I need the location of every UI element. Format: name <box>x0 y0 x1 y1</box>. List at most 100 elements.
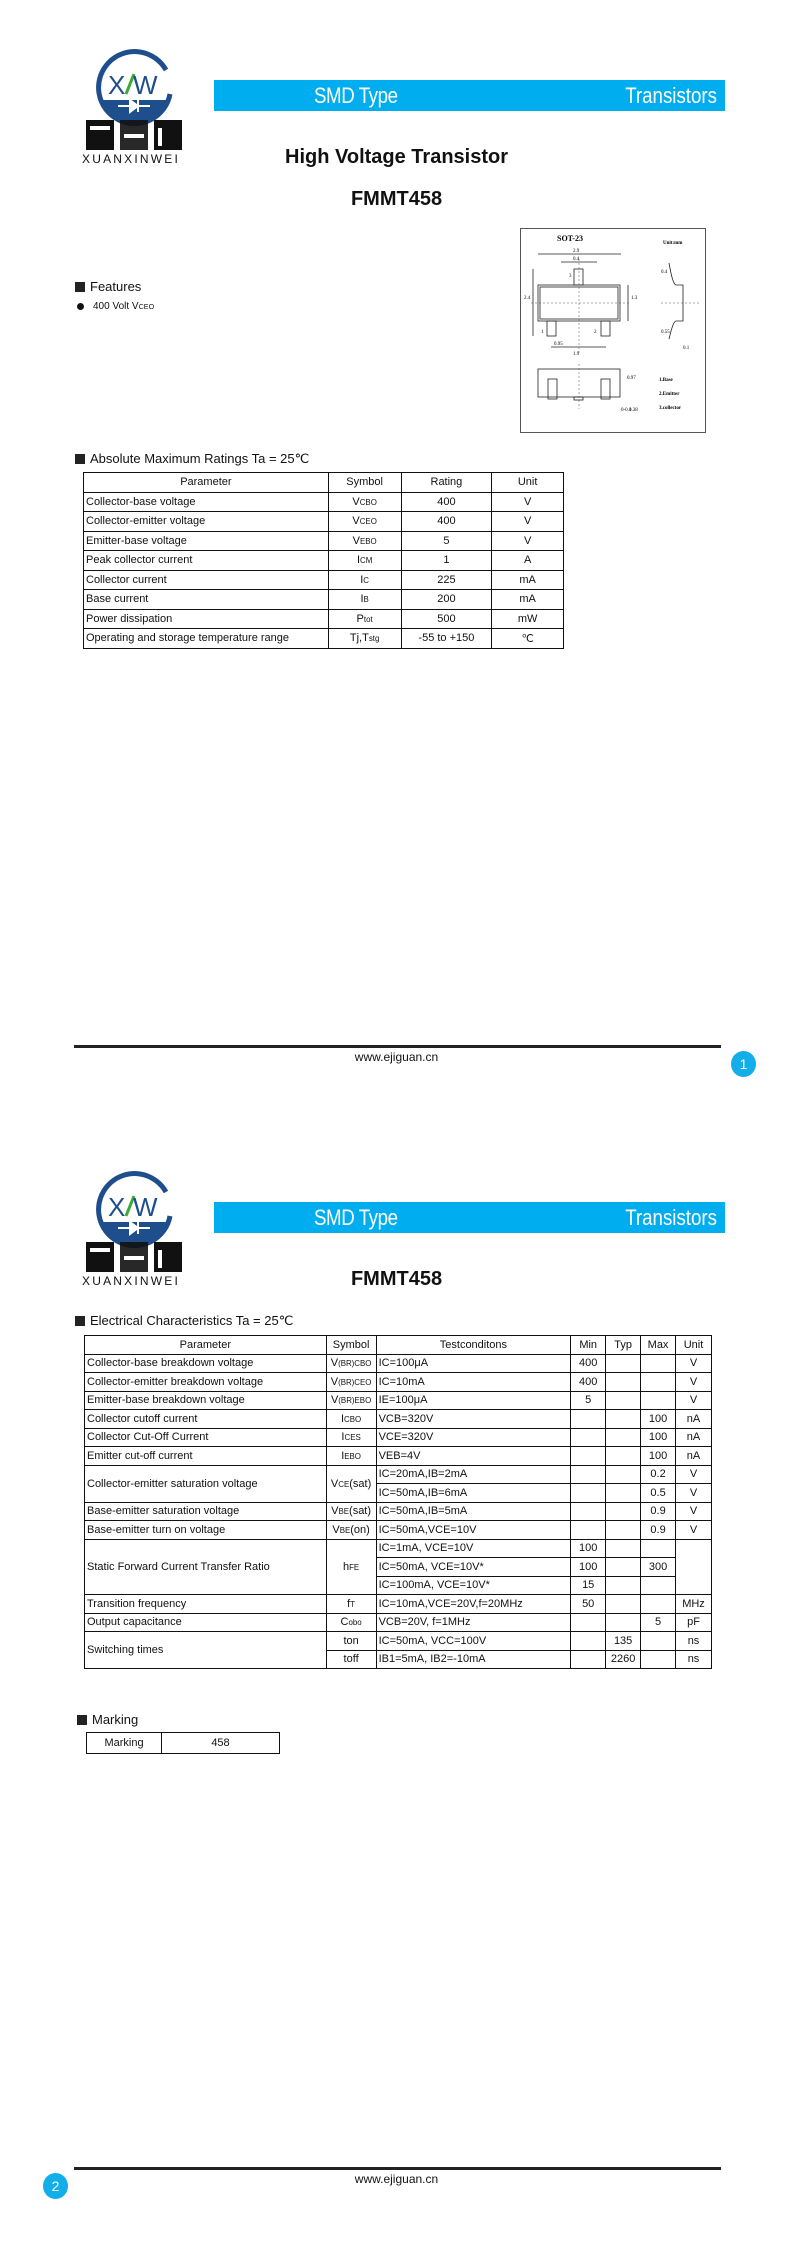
symbol-subscript: CM <box>360 556 373 566</box>
package-drawing: SOT-23 Unit:mm 2.9 0.4 2.4 1.3 0.95 1.9 0.4 0.5… <box>520 228 706 433</box>
symbol-main: I <box>356 554 360 567</box>
symbol-main: (on) <box>350 1523 370 1536</box>
symbol-subscript: FE <box>349 1562 360 1572</box>
parameter-cell: Transition frequency <box>84 1594 327 1614</box>
package-name: SOT-23 <box>557 234 583 243</box>
pin-label: 2.Emitter <box>659 392 680 397</box>
banner-smd-type: SMD Type <box>314 1205 398 1230</box>
symbol-main: V <box>352 515 360 528</box>
symbol-subscript: stg <box>368 634 380 644</box>
symbol-main: h <box>342 1560 350 1573</box>
square-bullet-icon <box>77 1714 87 1725</box>
symbol-subscript: CBO <box>359 497 377 507</box>
max-cell: 100 <box>640 1446 677 1466</box>
typ-cell <box>605 1612 642 1632</box>
symbol-main: toff <box>343 1653 359 1666</box>
svg-text:W: W <box>133 1192 158 1222</box>
min-cell: 100 <box>570 1538 607 1558</box>
parameter-cell: Peak collector current <box>83 550 329 571</box>
unit-cell: nA <box>675 1409 712 1429</box>
typ-cell: 135 <box>605 1631 642 1651</box>
parameter-cell: Emitter-base breakdown voltage <box>84 1390 327 1410</box>
parameter-cell: Emitter cut-off current <box>84 1446 327 1466</box>
table-row: IC=50mA, VCE=10V* 100 300 <box>85 1557 712 1577</box>
max-cell: 0.9 <box>640 1501 677 1521</box>
symbol-cell: V(BR)CEO <box>325 1372 377 1392</box>
feature-item: 400 Volt V CEO <box>77 301 154 312</box>
symbol-main: (sat) <box>349 1477 372 1490</box>
symbol-main: V <box>352 495 360 508</box>
parameter-cell: Operating and storage temperature range <box>83 628 329 649</box>
condition-cell: IC=50mA,VCE=10V <box>375 1520 572 1540</box>
table-row: Base-emitter saturation voltage VBE(sat) I… <box>84 1501 712 1521</box>
condition-cell: IE=100μA <box>375 1390 572 1410</box>
column-header: Unit <box>491 472 564 493</box>
marking-heading: Marking <box>77 1712 138 1727</box>
table-row: Emitter cut-off current IEBO VEB=4V 100 nA <box>84 1446 712 1466</box>
symbol-subscript: (BR)EBO <box>338 1396 372 1406</box>
table-row: Emitter-base voltage VEBO 5 V <box>83 530 564 551</box>
min-cell: 400 <box>570 1353 607 1373</box>
logo-emblem: X W <box>86 1171 182 1272</box>
package-dimension: 0.95 <box>554 342 563 347</box>
condition-cell: IC=1mA, VCE=10V <box>375 1538 572 1558</box>
typ-cell <box>605 1464 642 1484</box>
unit-cell: V <box>675 1464 712 1484</box>
unit-cell: A <box>491 550 564 571</box>
unit-cell: V <box>675 1501 712 1521</box>
abs-max-heading: Absolute Maximum Ratings Ta = 25℃ <box>75 451 309 467</box>
feature-text: 400 Volt V <box>93 301 139 312</box>
parameter-cell: Power dissipation <box>83 608 329 629</box>
symbol-cell: fT <box>325 1594 377 1614</box>
symbol-main: f <box>347 1597 351 1610</box>
package-outline: SOT-23 Unit:mm 2.9 0.4 2.4 1.3 0.95 1.9 0.4 0.5… <box>524 234 701 413</box>
max-cell <box>640 1649 677 1669</box>
symbol-subscript: (BR)CBO <box>338 1359 372 1369</box>
min-cell <box>570 1446 607 1466</box>
pin-number: 3 <box>569 274 572 279</box>
condition-cell: IC=100mA, VCE=10V* <box>375 1575 572 1595</box>
max-cell <box>640 1390 677 1410</box>
svg-text:X: X <box>108 70 125 100</box>
column-header: Rating <box>400 472 493 493</box>
condition-cell: IC=10mA,VCE=20V,f=20MHz <box>375 1594 572 1614</box>
symbol-subscript: CES <box>344 1433 361 1443</box>
table-row: Power dissipation Ptot 500 mW <box>83 608 564 629</box>
symbol-subscript: BE <box>339 1525 351 1535</box>
header-banner: SMD Type Transistors <box>214 1202 725 1233</box>
condition-cell: IC=50mA,IB=5mA <box>375 1501 572 1521</box>
electrical-characteristics-table: Parameter Symbol Testconditons Min Typ Max Uni… <box>84 1335 712 1669</box>
symbol-cell: VEBO <box>327 530 402 551</box>
unit-cell: ℃ <box>491 628 564 649</box>
condition-cell: IB1=5mA, IB2=-10mA <box>375 1649 572 1669</box>
symbol-cell: VCBO <box>327 491 402 512</box>
rating-cell: 225 <box>400 569 493 590</box>
symbol-subscript: BE <box>338 1507 350 1517</box>
column-header: Unit <box>675 1335 712 1355</box>
unit-cell: V <box>675 1353 712 1373</box>
abs-max-table: Parameter Symbol Rating Unit Collector-base… <box>83 472 564 649</box>
pin-number: 1 <box>541 330 544 335</box>
package-dimension: 0.38 <box>629 408 638 413</box>
square-bullet-icon <box>75 1316 85 1326</box>
symbol-cell: Cobo <box>325 1612 377 1632</box>
rating-cell: 200 <box>400 589 493 610</box>
max-cell: 0.2 <box>640 1464 677 1484</box>
symbol-subscript: B <box>363 595 369 605</box>
symbol-cell: ICBO <box>325 1409 377 1429</box>
unit-cell: V <box>491 530 564 551</box>
max-cell <box>640 1372 677 1392</box>
banner-smd-type: SMD Type <box>314 83 398 108</box>
symbol-cell: Tj,Tstg <box>327 628 402 649</box>
parameter-cell: Static Forward Current Transfer Ratio <box>84 1538 327 1595</box>
max-cell: 0.5 <box>640 1483 677 1503</box>
condition-cell: IC=10mA <box>375 1372 572 1392</box>
parameter-cell: Collector-emitter saturation voltage <box>84 1464 327 1503</box>
marking-value: 458 <box>161 1732 280 1754</box>
logo-emblem: X W <box>86 49 182 150</box>
symbol-cell: hFE <box>325 1538 377 1595</box>
symbol-main: V <box>330 1477 339 1490</box>
column-header: Parameter <box>84 1335 327 1355</box>
symbol-main: V <box>330 1375 339 1388</box>
symbol-main: V <box>332 1523 340 1536</box>
